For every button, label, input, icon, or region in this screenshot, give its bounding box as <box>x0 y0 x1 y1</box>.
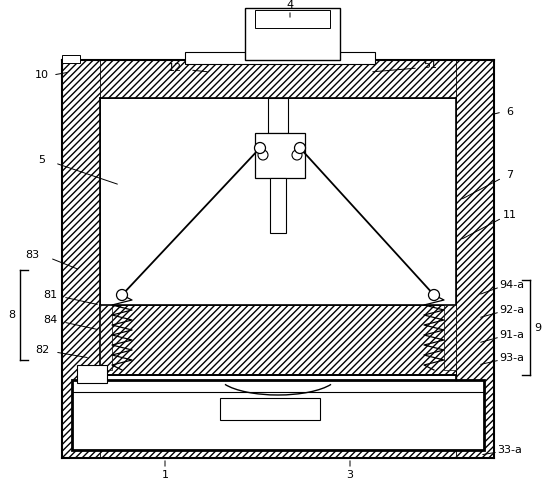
Bar <box>456 60 494 458</box>
Circle shape <box>295 142 305 153</box>
Text: 11: 11 <box>503 210 517 220</box>
Circle shape <box>428 290 440 300</box>
Bar <box>245 8 340 60</box>
Bar <box>100 98 456 420</box>
Text: 33-a: 33-a <box>498 445 522 455</box>
Bar <box>62 60 100 458</box>
Bar <box>268 98 288 133</box>
Text: 1: 1 <box>162 470 169 480</box>
Bar <box>77 365 107 383</box>
Text: 8: 8 <box>8 310 16 320</box>
Bar <box>270 178 286 233</box>
Text: 7: 7 <box>506 170 513 180</box>
Bar <box>62 420 494 458</box>
Circle shape <box>292 150 302 160</box>
Text: 84: 84 <box>43 315 57 325</box>
Text: 12: 12 <box>168 63 182 73</box>
Text: 9: 9 <box>534 323 542 333</box>
Circle shape <box>255 142 265 153</box>
Text: 3: 3 <box>346 470 354 480</box>
Text: 4: 4 <box>286 0 294 10</box>
Bar <box>444 305 456 370</box>
Text: 5: 5 <box>38 155 46 165</box>
Bar <box>255 10 330 28</box>
Text: 93-a: 93-a <box>500 353 524 363</box>
Text: 51: 51 <box>423 60 437 70</box>
Bar <box>62 55 80 63</box>
Text: 81: 81 <box>43 290 57 300</box>
Bar <box>100 305 112 370</box>
Text: 82: 82 <box>35 345 49 355</box>
Text: 6: 6 <box>507 107 513 117</box>
Circle shape <box>258 150 268 160</box>
Text: 94-a: 94-a <box>500 280 524 290</box>
Text: 91-a: 91-a <box>500 330 524 340</box>
Bar <box>255 133 305 178</box>
Circle shape <box>117 290 128 300</box>
Bar <box>220 398 320 420</box>
Bar <box>100 305 456 375</box>
Bar <box>185 52 375 64</box>
Text: 10: 10 <box>35 70 49 80</box>
Text: 92-a: 92-a <box>500 305 524 315</box>
Bar <box>62 60 494 98</box>
Bar <box>72 380 484 450</box>
Text: 83: 83 <box>25 250 39 260</box>
